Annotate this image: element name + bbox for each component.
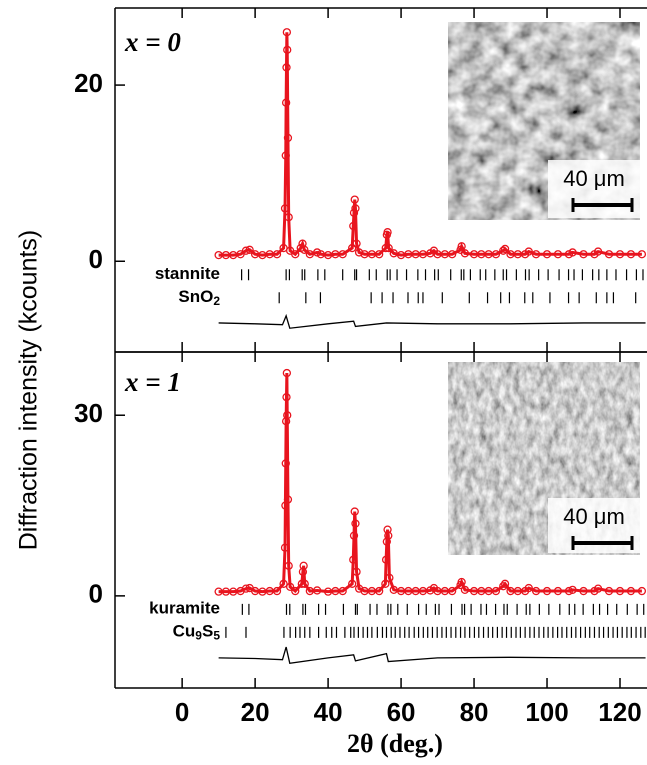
difference-curve: [218, 313, 646, 329]
difference-curve: [218, 646, 646, 665]
phase-label-part: Cu: [173, 622, 196, 641]
phase-label: SnO2: [178, 287, 220, 307]
scale-label: 40 μm: [563, 166, 625, 191]
scale-label: 40 μm: [563, 504, 625, 529]
observed-point: [500, 244, 510, 254]
x-tick-label: 120: [598, 697, 641, 727]
x-axis-label: 2θ (deg.): [347, 729, 443, 758]
phase-label-part: 2: [213, 294, 220, 308]
x-tick-label: 20: [241, 697, 270, 727]
x-tick-label: 40: [314, 697, 343, 727]
observed-trace: [218, 32, 642, 257]
observed-point: [291, 586, 300, 596]
y-tick-label: 20: [74, 68, 103, 98]
phase-label-part: stannite: [155, 264, 220, 283]
y-tick-label: 0: [89, 579, 103, 609]
x-tick-label: 0: [175, 697, 189, 727]
panel-label: x = 1: [124, 367, 181, 397]
phase-label-part: SnO: [178, 287, 213, 306]
panel-label: x = 0: [124, 27, 181, 57]
y-tick-label: 0: [89, 244, 103, 274]
phase-label: Cu9S5: [173, 622, 221, 642]
x-tick-label: 80: [460, 697, 489, 727]
y-axis-label: Diffraction intensity (kcounts): [15, 230, 43, 551]
observed-point: [500, 579, 510, 588]
x-tick-label: 60: [387, 697, 416, 727]
phase-label: stannite: [155, 264, 220, 283]
phase-label-part: kuramite: [149, 599, 220, 618]
observed-point: [291, 250, 300, 259]
scale-box: [548, 160, 640, 218]
phase-label: kuramite: [149, 599, 220, 618]
observed-trace: [218, 373, 642, 594]
phase-label-part: 5: [213, 628, 220, 642]
x-tick-label: 100: [525, 697, 568, 727]
phase-label-part: 9: [195, 628, 202, 642]
y-tick-label: 30: [74, 398, 103, 428]
phase-label-part: S: [202, 622, 213, 641]
